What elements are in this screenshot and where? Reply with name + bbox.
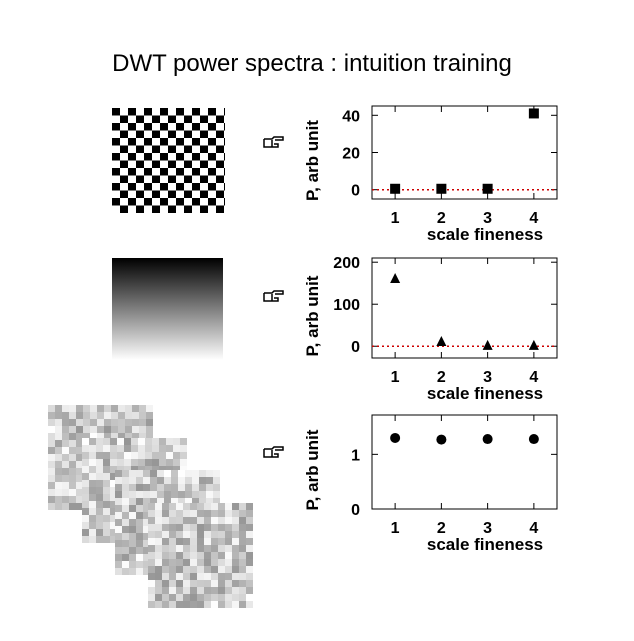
y-tick-label: 0 <box>351 183 360 200</box>
y-axis-label: P, arb unit <box>303 429 322 510</box>
y-tick-label: 20 <box>342 146 360 163</box>
x-tick-label: 1 <box>391 369 400 386</box>
x-axis-label: scale fineness <box>427 384 543 403</box>
gradient-image <box>112 258 223 360</box>
figure-title: DWT power spectra : intuition training <box>112 50 512 77</box>
pointer-icon-shape <box>263 446 284 458</box>
x-tick-label: 4 <box>529 520 538 537</box>
x-tick-label: 3 <box>483 520 492 537</box>
x-tick-label: 1 <box>391 520 400 537</box>
data-point <box>436 434 447 445</box>
y-tick-label: 100 <box>333 297 360 314</box>
x-tick-label: 3 <box>483 210 492 227</box>
data-point <box>436 336 447 347</box>
pointer-icon <box>263 136 284 148</box>
data-point <box>482 183 493 194</box>
y-tick-label: 200 <box>333 255 360 272</box>
y-tick-label: 40 <box>342 108 360 125</box>
x-tick-label: 4 <box>529 369 538 386</box>
plot-frame <box>371 414 558 510</box>
x-axis-label: scale fineness <box>427 225 543 244</box>
x-tick-label: 2 <box>437 210 446 227</box>
pointer-icon-shape <box>263 136 284 148</box>
y-tick-label: 1 <box>351 447 360 464</box>
pointer-icon <box>263 446 284 458</box>
y-tick-label: 0 <box>351 502 360 519</box>
x-axis-label: scale fineness <box>427 535 543 554</box>
x-tick-label: 2 <box>437 520 446 537</box>
y-axis-label: P, arb unit <box>303 120 322 201</box>
data-point <box>528 108 539 119</box>
data-point <box>482 434 493 445</box>
data-point <box>528 339 539 350</box>
x-tick-label: 3 <box>483 369 492 386</box>
data-point <box>390 273 401 284</box>
x-tick-label: 2 <box>437 369 446 386</box>
pointer-icon-shape <box>263 290 284 302</box>
data-point <box>528 434 539 445</box>
data-point <box>390 183 401 194</box>
data-point <box>390 432 401 443</box>
x-tick-label: 1 <box>391 210 400 227</box>
data-point <box>436 183 447 194</box>
noise-images <box>48 405 253 608</box>
pointer-icon <box>263 290 284 302</box>
data-point <box>482 339 493 350</box>
y-axis-label: P, arb unit <box>303 275 322 356</box>
plot-frame <box>371 257 558 359</box>
x-tick-label: 4 <box>529 210 538 227</box>
y-tick-label: 0 <box>351 339 360 356</box>
checkerboard-image <box>112 108 225 213</box>
